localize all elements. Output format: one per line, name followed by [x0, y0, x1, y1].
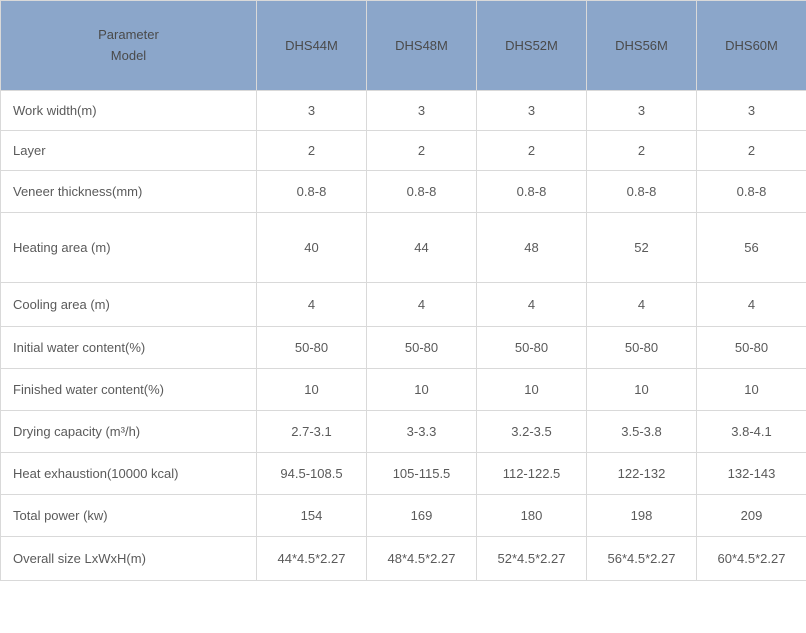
header-model-label: Model: [13, 46, 244, 67]
table-row: Heating area (m)4044485256: [1, 213, 806, 283]
value-cell: 48: [477, 213, 587, 283]
value-cell: 4: [257, 283, 367, 327]
table-row: Finished water content(%)1010101010: [1, 369, 806, 411]
value-cell: 10: [367, 369, 477, 411]
spec-table: Parameter Model DHS44M DHS48M DHS52M DHS…: [0, 0, 806, 581]
table-row: Overall size LxWxH(m)44*4.5*2.2748*4.5*2…: [1, 537, 806, 581]
value-cell: 2: [697, 131, 806, 171]
param-label-cell: Work width(m): [1, 91, 257, 131]
value-cell: 154: [257, 495, 367, 537]
value-cell: 10: [587, 369, 697, 411]
spec-table-container: Parameter Model DHS44M DHS48M DHS52M DHS…: [0, 0, 806, 581]
table-header-row: Parameter Model DHS44M DHS48M DHS52M DHS…: [1, 1, 806, 91]
value-cell: 4: [477, 283, 587, 327]
value-cell: 60*4.5*2.27: [697, 537, 806, 581]
table-row: Heat exhaustion(10000 kcal)94.5-108.5105…: [1, 453, 806, 495]
value-cell: 198: [587, 495, 697, 537]
value-cell: 3: [257, 91, 367, 131]
header-model-col: DHS48M: [367, 1, 477, 91]
value-cell: 3.5-3.8: [587, 411, 697, 453]
value-cell: 4: [587, 283, 697, 327]
value-cell: 2: [257, 131, 367, 171]
param-label-cell: Drying capacity (m³/h): [1, 411, 257, 453]
value-cell: 180: [477, 495, 587, 537]
value-cell: 52*4.5*2.27: [477, 537, 587, 581]
value-cell: 105-115.5: [367, 453, 477, 495]
table-row: Cooling area (m)44444: [1, 283, 806, 327]
table-row: Work width(m)33333: [1, 91, 806, 131]
param-label-cell: Finished water content(%): [1, 369, 257, 411]
value-cell: 0.8-8: [257, 171, 367, 213]
value-cell: 122-132: [587, 453, 697, 495]
value-cell: 3-3.3: [367, 411, 477, 453]
value-cell: 0.8-8: [587, 171, 697, 213]
value-cell: 44: [367, 213, 477, 283]
header-model-col: DHS60M: [697, 1, 806, 91]
value-cell: 0.8-8: [477, 171, 587, 213]
param-label-cell: Layer: [1, 131, 257, 171]
value-cell: 3: [697, 91, 806, 131]
value-cell: 50-80: [587, 327, 697, 369]
value-cell: 3: [477, 91, 587, 131]
param-label-cell: Initial water content(%): [1, 327, 257, 369]
value-cell: 40: [257, 213, 367, 283]
spec-table-body: Work width(m)33333Layer22222Veneer thick…: [1, 91, 806, 581]
value-cell: 52: [587, 213, 697, 283]
table-row: Total power (kw)154169180198209: [1, 495, 806, 537]
value-cell: 112-122.5: [477, 453, 587, 495]
value-cell: 132-143: [697, 453, 806, 495]
value-cell: 2: [367, 131, 477, 171]
value-cell: 50-80: [367, 327, 477, 369]
value-cell: 0.8-8: [367, 171, 477, 213]
value-cell: 10: [257, 369, 367, 411]
value-cell: 48*4.5*2.27: [367, 537, 477, 581]
header-model-col: DHS44M: [257, 1, 367, 91]
value-cell: 10: [697, 369, 806, 411]
value-cell: 50-80: [257, 327, 367, 369]
value-cell: 4: [367, 283, 477, 327]
table-row: Drying capacity (m³/h)2.7-3.13-3.33.2-3.…: [1, 411, 806, 453]
value-cell: 56: [697, 213, 806, 283]
value-cell: 2: [587, 131, 697, 171]
param-label-cell: Total power (kw): [1, 495, 257, 537]
table-row: Initial water content(%)50-8050-8050-805…: [1, 327, 806, 369]
value-cell: 3: [367, 91, 477, 131]
param-label-cell: Heating area (m): [1, 213, 257, 283]
header-model-col: DHS56M: [587, 1, 697, 91]
value-cell: 0.8-8: [697, 171, 806, 213]
value-cell: 2: [477, 131, 587, 171]
param-label-cell: Heat exhaustion(10000 kcal): [1, 453, 257, 495]
value-cell: 56*4.5*2.27: [587, 537, 697, 581]
value-cell: 3.2-3.5: [477, 411, 587, 453]
value-cell: 50-80: [697, 327, 806, 369]
value-cell: 94.5-108.5: [257, 453, 367, 495]
value-cell: 3: [587, 91, 697, 131]
param-label-cell: Cooling area (m): [1, 283, 257, 327]
header-parameter-label: Parameter: [13, 25, 244, 46]
table-row: Veneer thickness(mm)0.8-80.8-80.8-80.8-8…: [1, 171, 806, 213]
value-cell: 2.7-3.1: [257, 411, 367, 453]
value-cell: 50-80: [477, 327, 587, 369]
value-cell: 169: [367, 495, 477, 537]
value-cell: 209: [697, 495, 806, 537]
header-param-model: Parameter Model: [1, 1, 257, 91]
param-label-cell: Veneer thickness(mm): [1, 171, 257, 213]
value-cell: 44*4.5*2.27: [257, 537, 367, 581]
value-cell: 10: [477, 369, 587, 411]
value-cell: 3.8-4.1: [697, 411, 806, 453]
table-row: Layer22222: [1, 131, 806, 171]
value-cell: 4: [697, 283, 806, 327]
param-label-cell: Overall size LxWxH(m): [1, 537, 257, 581]
header-model-col: DHS52M: [477, 1, 587, 91]
